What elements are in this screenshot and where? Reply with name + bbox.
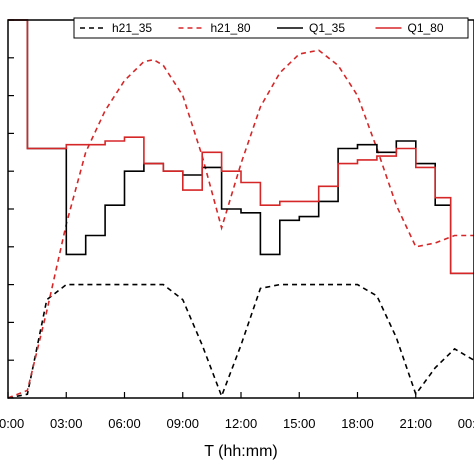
ticks-layer: 00:00 03:00 06:00 09:00 12:00 15:00 18:00 21:00… xyxy=(0,19,474,431)
legend-box xyxy=(73,17,469,39)
series-line-q1-80 xyxy=(8,19,474,275)
series-line-q1-35 xyxy=(8,19,474,275)
legend-label: Q1_35 xyxy=(309,21,345,35)
legend: h21_35 h21_80 Q1_35 Q1_80 xyxy=(73,17,469,39)
x-tick-label: 21:00 xyxy=(399,416,432,431)
legend-label: h21_35 xyxy=(112,21,152,35)
x-tick-label: 12:00 xyxy=(225,416,258,431)
x-tick-label: 09:00 xyxy=(166,416,199,431)
x-tick-label: 00:00 xyxy=(458,416,474,431)
x-tick-label: 06:00 xyxy=(108,416,141,431)
x-tick-label: 18:00 xyxy=(341,416,374,431)
series-line-h21-35 xyxy=(7,283,474,399)
x-tick-label: 00:00 xyxy=(0,416,24,431)
series-layer xyxy=(7,19,474,399)
legend-label: Q1_80 xyxy=(408,21,444,35)
legend-label: h21_80 xyxy=(211,21,251,35)
x-axis-label: T (hh:mm) xyxy=(204,443,277,460)
series-line-h21-80 xyxy=(7,49,474,399)
x-tick-label: 15:00 xyxy=(283,416,316,431)
x-tick-label: 03:00 xyxy=(50,416,83,431)
